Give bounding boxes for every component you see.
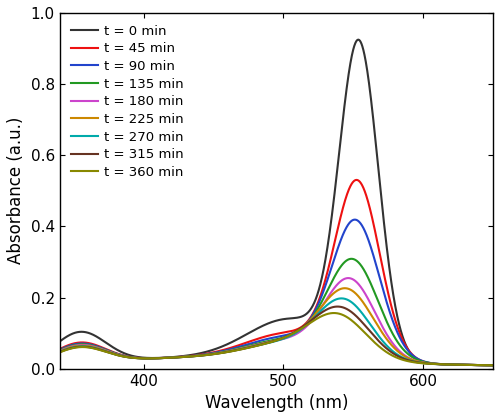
t = 180 min <box>78 342 84 347</box>
t = 360 min <box>398 357 404 362</box>
t = 135 min <box>478 362 484 367</box>
t = 270 min <box>338 296 344 301</box>
t = 135 min <box>78 342 84 347</box>
t = 315 min <box>256 343 262 348</box>
t = 180 min <box>56 348 62 353</box>
t = 90 min <box>78 341 84 346</box>
Legend: t = 0 min, t = 45 min, t = 90 min, t = 135 min, t = 180 min, t = 225 min, t = 27: t = 0 min, t = 45 min, t = 90 min, t = 1… <box>66 20 190 184</box>
t = 180 min <box>398 350 404 355</box>
t = 0 min <box>478 362 484 367</box>
t = 315 min <box>398 355 404 360</box>
t = 360 min <box>331 310 337 316</box>
t = 135 min <box>398 344 404 349</box>
t = 270 min <box>78 344 84 349</box>
t = 90 min <box>398 338 404 343</box>
t = 180 min <box>268 339 274 344</box>
t = 135 min <box>348 256 354 261</box>
t = 270 min <box>268 340 274 345</box>
t = 135 min <box>490 363 496 368</box>
t = 45 min <box>478 362 484 367</box>
t = 225 min <box>56 349 62 354</box>
t = 270 min <box>490 363 496 368</box>
t = 180 min <box>256 342 262 347</box>
t = 315 min <box>334 304 340 309</box>
t = 90 min <box>256 339 262 344</box>
t = 270 min <box>256 343 262 348</box>
t = 360 min <box>268 340 274 345</box>
t = 315 min <box>268 340 274 345</box>
t = 225 min <box>256 342 262 347</box>
Line: t = 315 min: t = 315 min <box>60 307 493 365</box>
t = 0 min <box>398 329 404 334</box>
t = 270 min <box>56 349 62 354</box>
t = 90 min <box>352 217 358 222</box>
t = 360 min <box>256 343 262 348</box>
t = 315 min <box>56 349 62 354</box>
t = 180 min <box>478 362 484 367</box>
t = 45 min <box>478 362 484 367</box>
X-axis label: Wavelength (nm): Wavelength (nm) <box>204 394 348 412</box>
t = 90 min <box>478 362 484 367</box>
t = 45 min <box>398 334 404 339</box>
Line: t = 180 min: t = 180 min <box>60 278 493 365</box>
t = 315 min <box>478 362 484 367</box>
t = 0 min <box>268 320 274 325</box>
Line: t = 225 min: t = 225 min <box>60 288 493 365</box>
t = 45 min <box>354 177 360 182</box>
Line: t = 0 min: t = 0 min <box>60 40 493 365</box>
t = 225 min <box>478 362 484 367</box>
t = 360 min <box>478 362 484 367</box>
Y-axis label: Absorbance (a.u.): Absorbance (a.u.) <box>7 117 25 264</box>
t = 0 min <box>478 362 484 367</box>
t = 45 min <box>56 347 62 352</box>
t = 360 min <box>78 344 84 349</box>
t = 90 min <box>56 347 62 352</box>
t = 270 min <box>398 354 404 360</box>
Line: t = 135 min: t = 135 min <box>60 259 493 365</box>
t = 225 min <box>342 286 347 291</box>
t = 225 min <box>78 343 84 348</box>
Line: t = 270 min: t = 270 min <box>60 298 493 365</box>
t = 225 min <box>490 363 496 368</box>
t = 225 min <box>398 352 404 357</box>
t = 180 min <box>478 362 484 367</box>
t = 0 min <box>78 329 84 334</box>
t = 135 min <box>268 338 274 343</box>
t = 45 min <box>78 340 84 345</box>
t = 90 min <box>478 362 484 367</box>
t = 90 min <box>490 363 496 368</box>
t = 180 min <box>345 276 351 281</box>
Line: t = 360 min: t = 360 min <box>60 313 493 365</box>
t = 135 min <box>56 348 62 353</box>
t = 225 min <box>268 339 274 344</box>
t = 45 min <box>490 363 496 368</box>
t = 315 min <box>78 344 84 349</box>
t = 45 min <box>256 336 262 341</box>
t = 225 min <box>478 362 484 367</box>
t = 135 min <box>478 362 484 367</box>
Line: t = 90 min: t = 90 min <box>60 220 493 365</box>
t = 360 min <box>478 362 484 367</box>
t = 135 min <box>256 341 262 346</box>
t = 360 min <box>56 350 62 355</box>
t = 45 min <box>268 333 274 338</box>
t = 0 min <box>490 363 496 368</box>
t = 90 min <box>268 336 274 341</box>
t = 0 min <box>256 325 262 330</box>
t = 270 min <box>478 362 484 367</box>
t = 270 min <box>478 362 484 367</box>
Line: t = 45 min: t = 45 min <box>60 180 493 365</box>
t = 0 min <box>355 37 361 42</box>
t = 0 min <box>56 339 62 344</box>
t = 315 min <box>478 362 484 367</box>
t = 180 min <box>490 363 496 368</box>
t = 360 min <box>490 363 496 368</box>
t = 315 min <box>490 363 496 368</box>
